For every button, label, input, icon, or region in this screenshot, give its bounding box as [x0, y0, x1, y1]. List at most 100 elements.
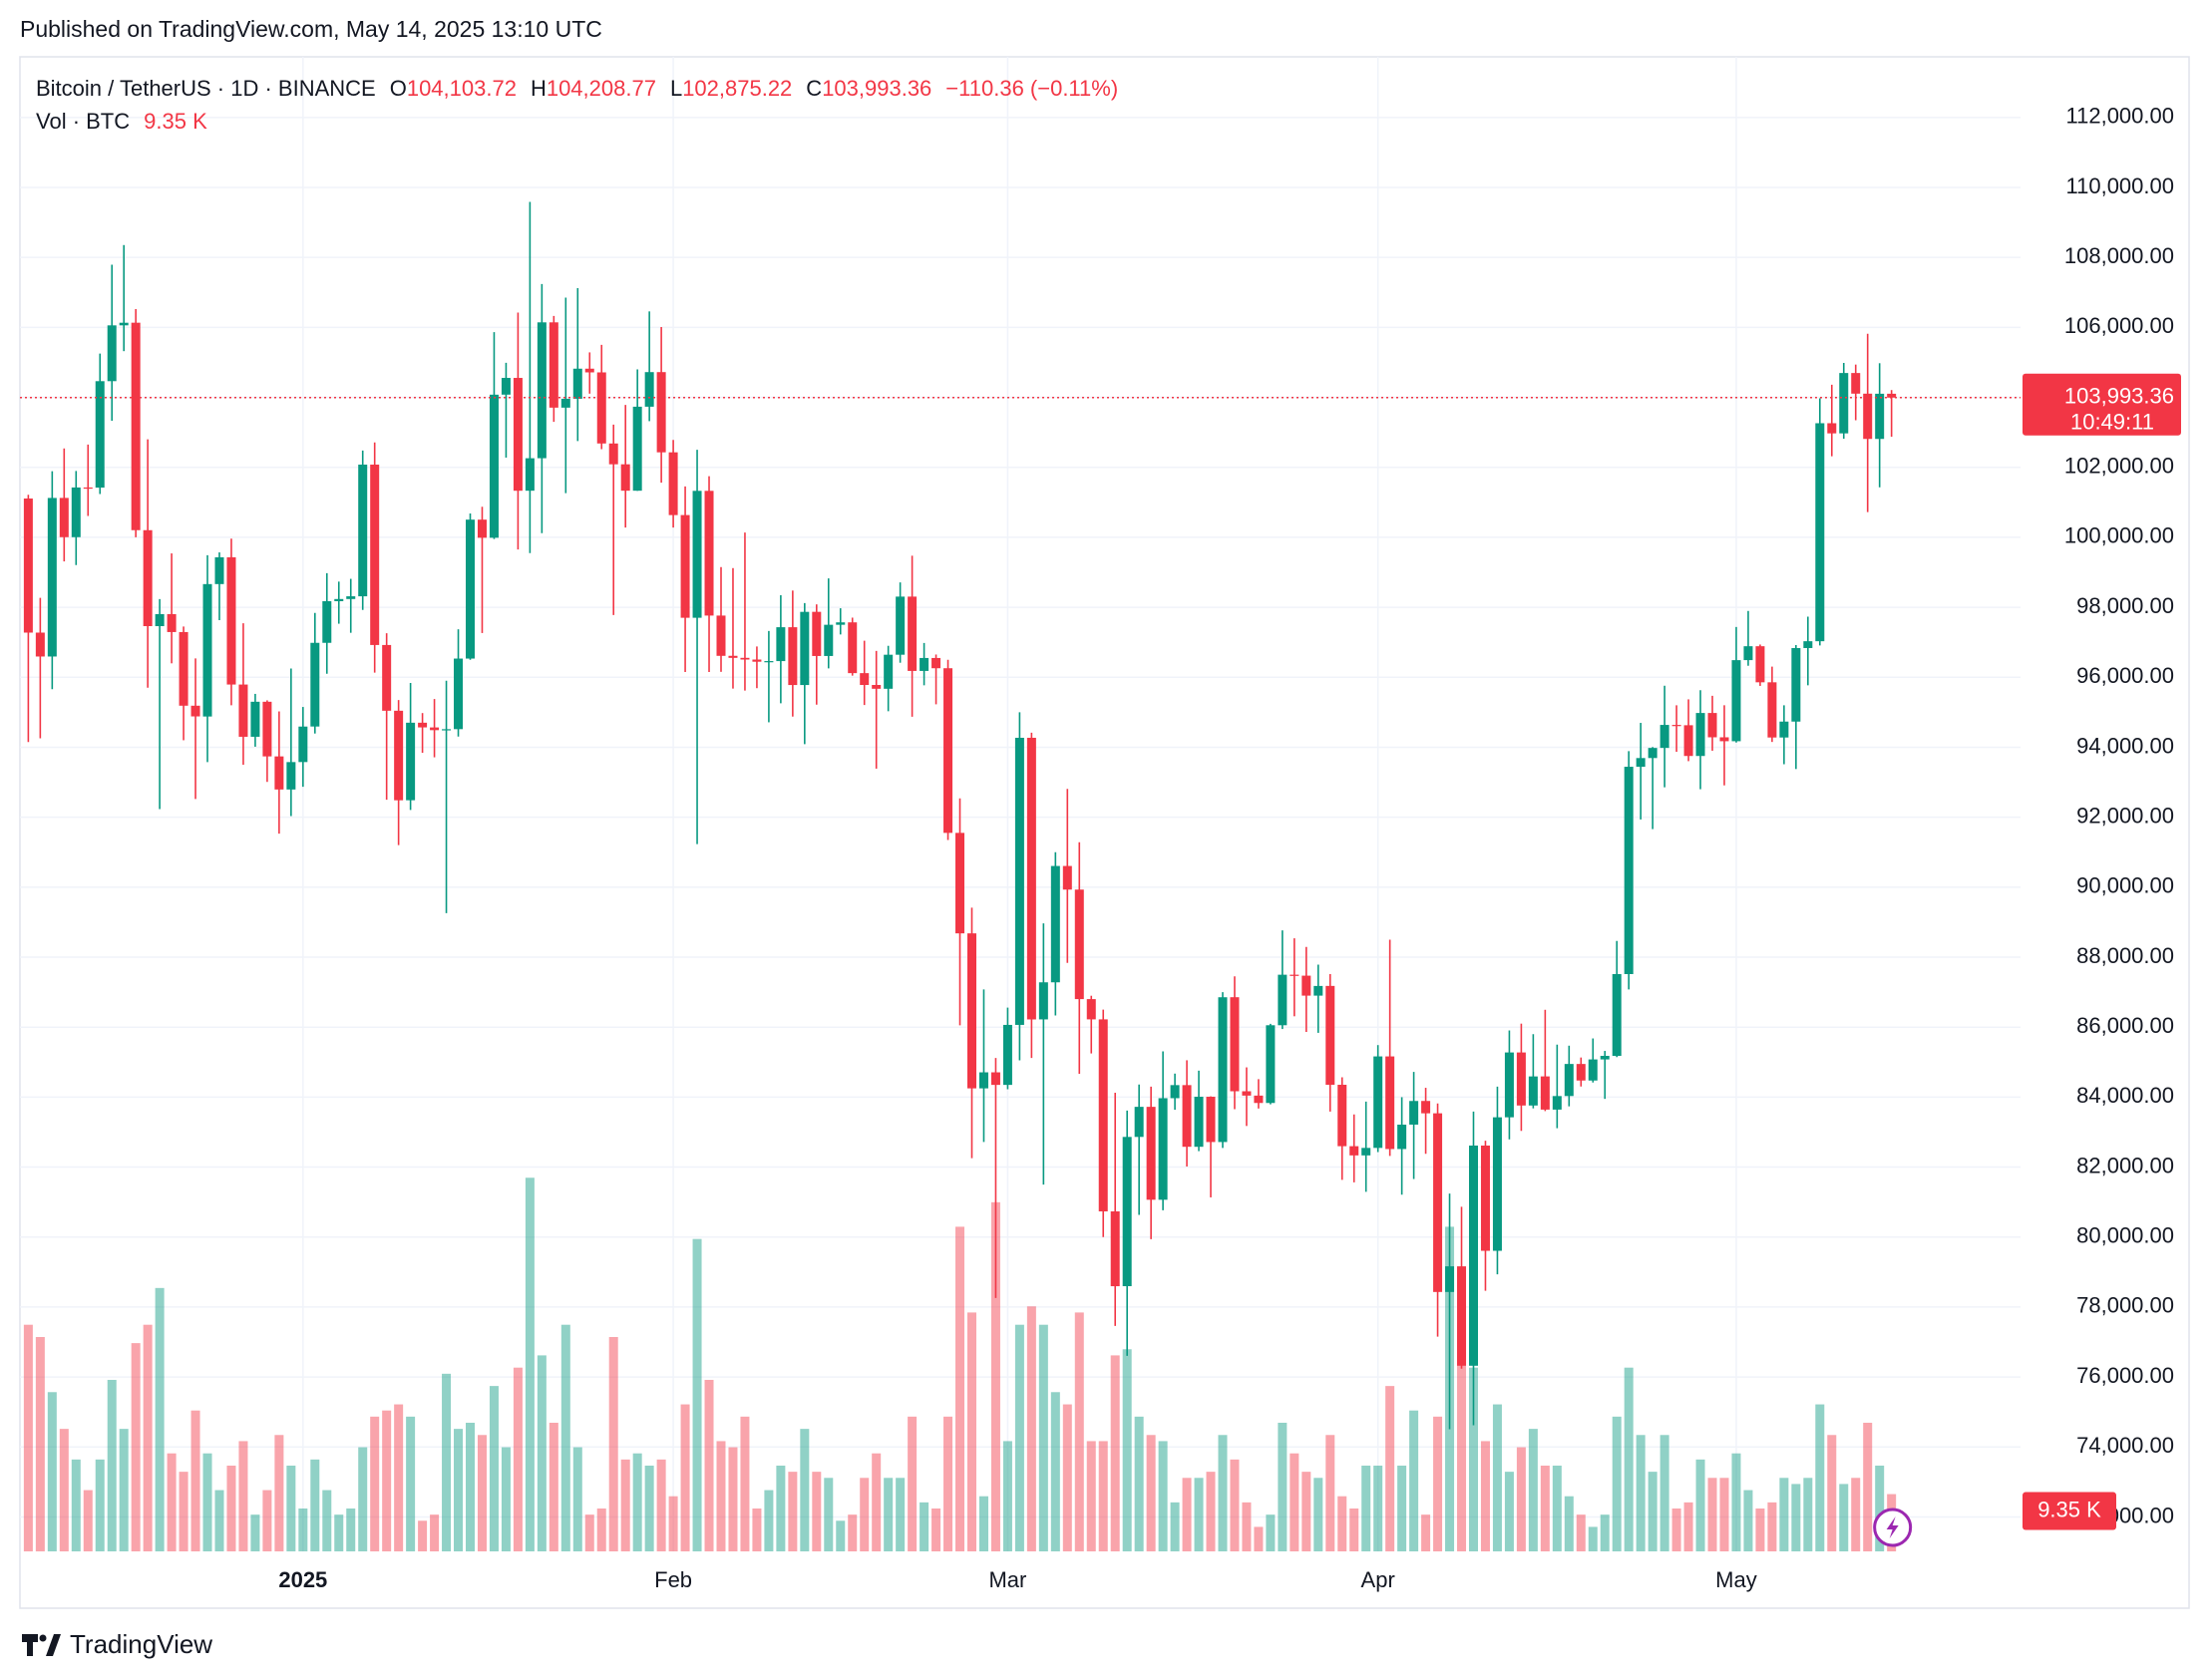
candle-body: [1122, 1137, 1132, 1287]
candle-body: [358, 464, 368, 597]
candle-body: [1504, 1052, 1514, 1118]
volume-bar: [382, 1410, 392, 1551]
volume-bar: [668, 1496, 678, 1551]
candle-body: [322, 600, 332, 643]
candle-body: [740, 657, 750, 660]
chart-frame: [19, 56, 2190, 1609]
volume-bar: [95, 1459, 105, 1551]
candle-body: [584, 368, 594, 373]
volume-bar: [1695, 1459, 1705, 1551]
volume-bar: [310, 1459, 320, 1551]
volume-bar: [716, 1441, 726, 1551]
volume-bar: [430, 1514, 440, 1551]
candle-body: [1158, 1098, 1168, 1200]
volume-bar: [1683, 1502, 1693, 1551]
candle-body: [1851, 373, 1861, 394]
candle-body: [1385, 1056, 1395, 1150]
candle-body: [1683, 725, 1693, 757]
candle-body: [920, 657, 929, 671]
candle-body: [1050, 865, 1060, 983]
volume-bar: [1839, 1484, 1849, 1551]
last-volume-badge: [2023, 1492, 2116, 1530]
candle-body: [1671, 725, 1681, 727]
candle-body: [1278, 974, 1288, 1026]
volume-bar: [1397, 1465, 1407, 1551]
candle-body: [1194, 1097, 1204, 1148]
y-tick-label: 100,000.00: [2064, 523, 2174, 548]
volume-bar: [1349, 1508, 1359, 1551]
candle-body: [549, 322, 558, 408]
candle-body: [537, 322, 547, 459]
candle-body: [442, 729, 452, 731]
volume-bar: [966, 1312, 976, 1551]
candle-body: [896, 596, 906, 655]
volume-bar: [764, 1490, 774, 1551]
volume-bar: [47, 1392, 57, 1551]
volume-bar: [1014, 1324, 1024, 1551]
candle-body: [1206, 1097, 1216, 1143]
volume-bar: [1026, 1306, 1036, 1551]
candle-body: [310, 642, 320, 727]
candle-body: [418, 722, 428, 728]
candle-body: [931, 657, 941, 669]
volume-bar: [1062, 1404, 1072, 1551]
volume-bar: [1230, 1459, 1240, 1551]
y-tick-label: 82,000.00: [2076, 1153, 2174, 1177]
candle-body: [1576, 1064, 1586, 1081]
y-tick-label: 78,000.00: [2076, 1293, 2174, 1318]
candle-body: [1803, 641, 1813, 648]
volume-bar: [501, 1447, 511, 1551]
volume-bar: [800, 1429, 810, 1551]
candle-body: [752, 659, 762, 662]
candle-body: [167, 613, 177, 632]
volume-bar: [525, 1177, 535, 1551]
volume-bar: [1050, 1392, 1060, 1551]
candle-body: [489, 394, 499, 538]
candle-body: [836, 622, 846, 625]
volume-bar: [1468, 1367, 1478, 1551]
volume-bar: [274, 1435, 284, 1551]
candle-body: [1695, 713, 1705, 757]
volume-bar: [788, 1472, 798, 1551]
candle-body: [608, 443, 618, 465]
published-note: Published on TradingView.com, May 14, 20…: [20, 16, 602, 42]
volume-bar: [1086, 1441, 1096, 1551]
candle-body: [1480, 1145, 1490, 1251]
candle-body: [155, 613, 165, 627]
y-tick-label: 90,000.00: [2076, 873, 2174, 898]
volume-bar: [167, 1453, 177, 1551]
volume-bar: [489, 1386, 499, 1551]
candle-body: [1098, 1019, 1108, 1211]
volume-title: Vol · BTC: [36, 109, 131, 134]
volume-bar: [1278, 1422, 1288, 1551]
volume-bar: [1480, 1441, 1490, 1551]
last-price-badge: [2023, 373, 2181, 436]
candle-body: [1002, 1024, 1012, 1086]
candle-body: [824, 624, 834, 656]
volume-bar: [1540, 1465, 1550, 1551]
y-tick-label: 84,000.00: [2076, 1083, 2174, 1108]
candle-body: [1349, 1146, 1359, 1156]
candle-body: [143, 529, 153, 627]
volume-bar: [1504, 1472, 1514, 1551]
change-value: −110.36 (−0.11%): [945, 76, 1119, 101]
volume-bar: [1074, 1312, 1084, 1551]
candle-body: [131, 322, 141, 530]
candle-body: [262, 701, 272, 757]
candle-body: [1588, 1059, 1598, 1081]
candle-body: [1134, 1107, 1144, 1138]
volume-bar: [71, 1459, 81, 1551]
y-tick-label: 102,000.00: [2064, 454, 2174, 479]
candle-body: [955, 833, 965, 934]
candle-body: [656, 372, 666, 453]
volume-bar: [1719, 1478, 1729, 1551]
volume-bar: [1433, 1416, 1443, 1551]
volume-bar: [35, 1336, 45, 1551]
candle-body: [1767, 682, 1777, 738]
x-tick-label: Mar: [988, 1567, 1026, 1592]
last-price-label: 103,993.36: [2064, 384, 2174, 409]
volume-bar: [728, 1447, 738, 1551]
volume-bar: [1266, 1514, 1276, 1551]
y-tick-label: 76,000.00: [2076, 1363, 2174, 1388]
